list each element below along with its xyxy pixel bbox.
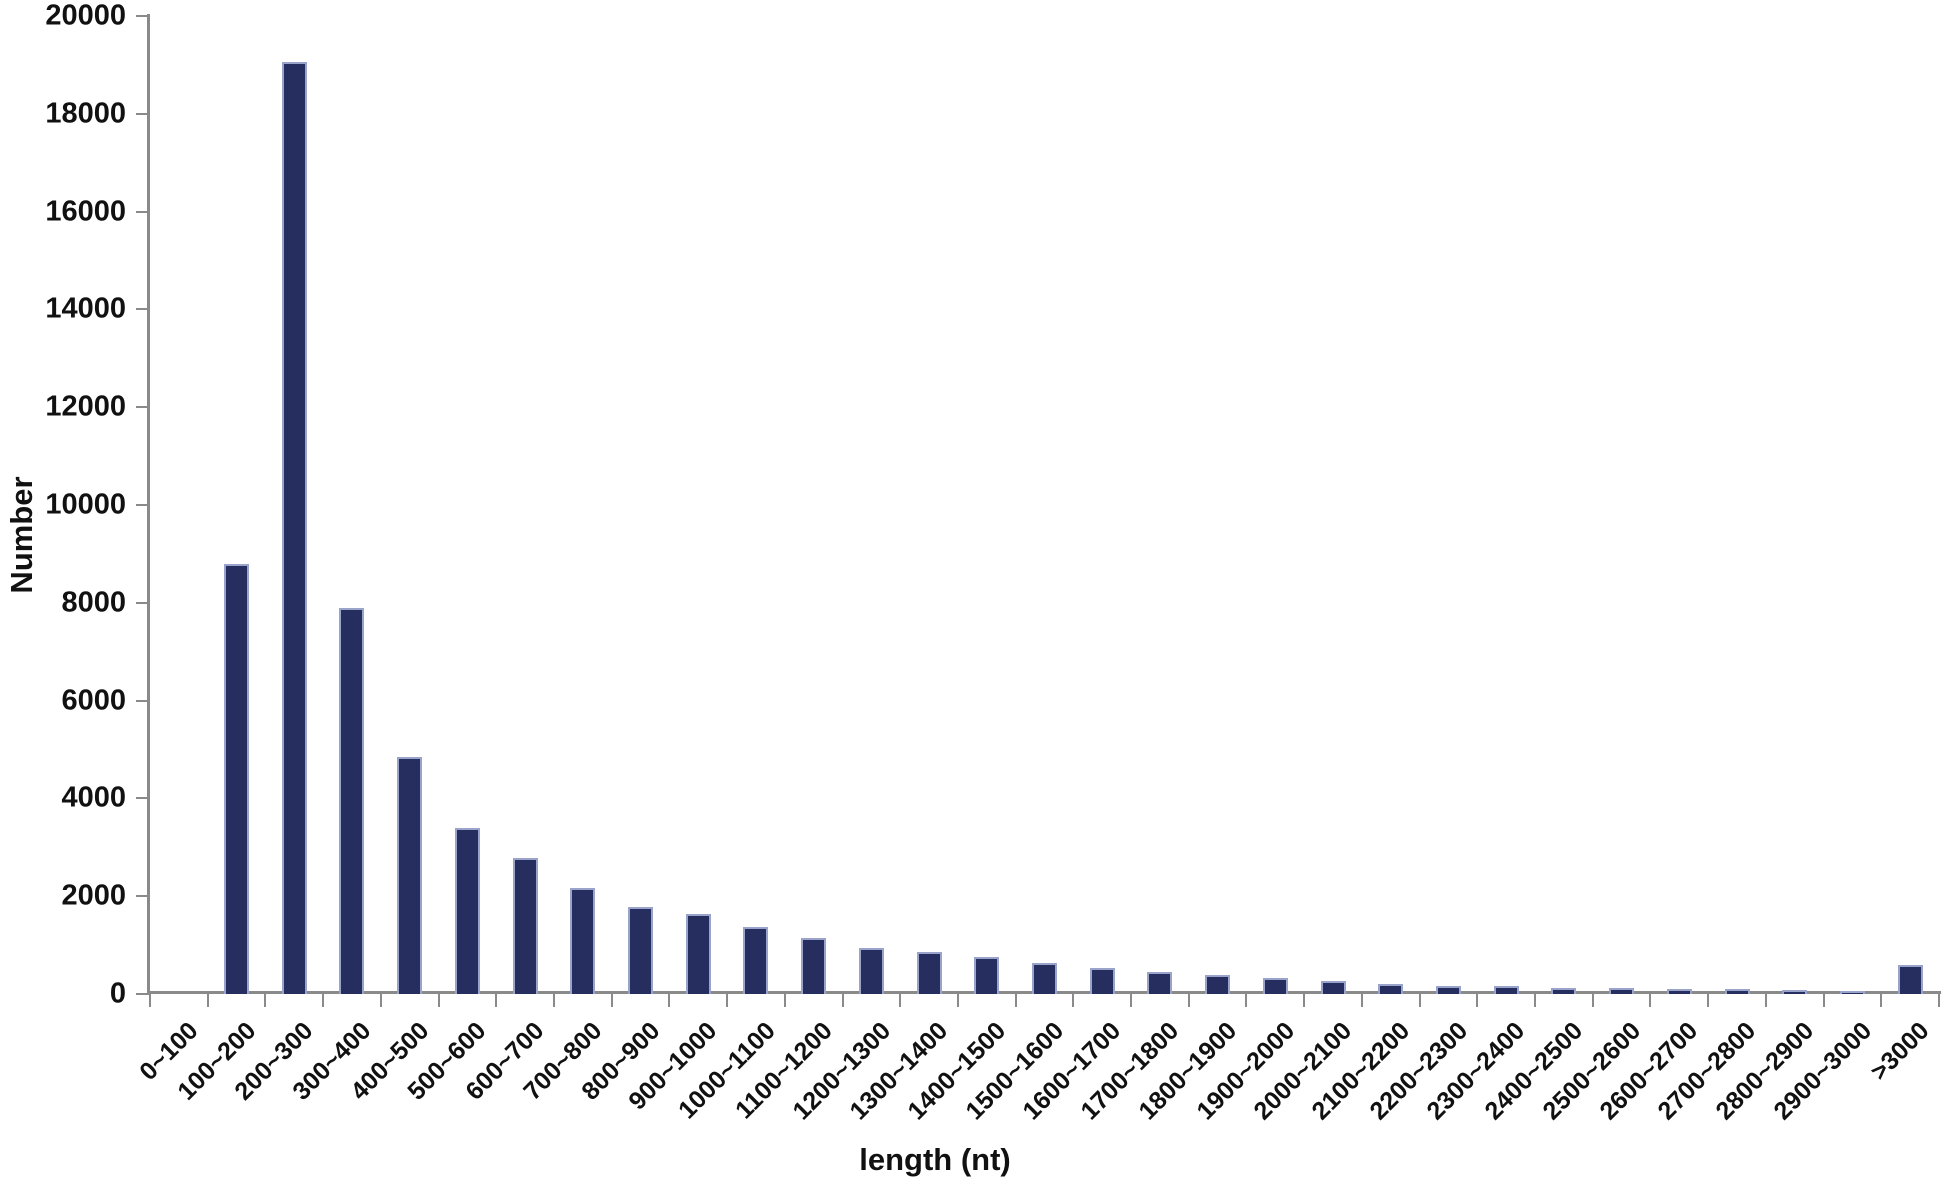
y-tick-label: 10000 bbox=[45, 488, 126, 521]
x-tick bbox=[552, 994, 555, 1007]
x-tick bbox=[495, 994, 498, 1007]
y-tick-label: 4000 bbox=[61, 781, 126, 814]
x-tick bbox=[1764, 994, 1767, 1007]
x-tick bbox=[668, 994, 671, 1007]
bar-1200~1300 bbox=[858, 947, 884, 994]
y-tick-label: 18000 bbox=[45, 97, 126, 130]
y-tick bbox=[136, 15, 150, 17]
bar-1600~1700 bbox=[1089, 968, 1115, 994]
x-tick bbox=[841, 994, 844, 1007]
bar-400~500 bbox=[397, 756, 423, 994]
bar-2600~2700 bbox=[1666, 989, 1692, 994]
x-tick bbox=[1649, 994, 1652, 1007]
y-tick bbox=[136, 699, 150, 702]
bar-600~700 bbox=[512, 857, 538, 994]
bar-1900~2000 bbox=[1262, 978, 1288, 994]
bar-1400~1500 bbox=[974, 957, 1000, 994]
y-tick-label: 6000 bbox=[61, 684, 126, 717]
bar-2200~2300 bbox=[1435, 985, 1461, 994]
x-axis-title: length (nt) bbox=[859, 1142, 1011, 1177]
bar-700~800 bbox=[570, 888, 596, 994]
bar-2100~2200 bbox=[1378, 983, 1404, 994]
x-tick bbox=[1072, 994, 1075, 1007]
y-tick bbox=[136, 406, 150, 409]
x-tick bbox=[1187, 994, 1190, 1007]
x-tick bbox=[783, 994, 786, 1007]
x-tick bbox=[1534, 994, 1537, 1007]
x-tick bbox=[264, 994, 267, 1007]
x-tick bbox=[1303, 994, 1306, 1007]
x-tick bbox=[956, 994, 959, 1007]
bar-1100~1200 bbox=[801, 938, 827, 994]
y-tick-label: 16000 bbox=[45, 195, 126, 228]
bar-2900~3000 bbox=[1839, 990, 1865, 994]
bar-200~300 bbox=[281, 62, 307, 994]
x-tick bbox=[322, 994, 325, 1007]
bar-1300~1400 bbox=[916, 951, 942, 994]
bar-2500~2600 bbox=[1609, 987, 1635, 994]
bar->3000 bbox=[1897, 964, 1923, 994]
y-tick-label: 8000 bbox=[61, 586, 126, 619]
y-tick bbox=[136, 993, 150, 995]
x-tick bbox=[1938, 994, 1940, 1007]
y-tick-label: 2000 bbox=[61, 879, 126, 912]
bar-1700~1800 bbox=[1147, 972, 1173, 994]
y-tick bbox=[136, 895, 150, 898]
x-tick bbox=[1707, 994, 1710, 1007]
y-tick bbox=[136, 112, 150, 115]
bar-2400~2500 bbox=[1551, 987, 1577, 994]
bar-500~600 bbox=[454, 828, 480, 994]
x-tick bbox=[379, 994, 382, 1007]
bar-100~200 bbox=[224, 563, 250, 994]
x-tick bbox=[149, 994, 151, 1007]
bar-1800~1900 bbox=[1205, 975, 1231, 994]
y-tick bbox=[136, 308, 150, 311]
y-tick bbox=[136, 504, 150, 506]
x-tick bbox=[1360, 994, 1363, 1007]
y-tick bbox=[136, 797, 150, 800]
x-tick bbox=[1130, 994, 1133, 1007]
x-tick bbox=[726, 994, 729, 1007]
bar-2000~2100 bbox=[1320, 980, 1346, 994]
y-tick bbox=[136, 210, 150, 213]
x-tick bbox=[1476, 994, 1479, 1007]
bar-2700~2800 bbox=[1724, 989, 1750, 994]
x-tick bbox=[1014, 994, 1017, 1007]
x-tick bbox=[1822, 994, 1825, 1007]
x-tick bbox=[1591, 994, 1594, 1007]
bar-900~1000 bbox=[685, 913, 711, 994]
plot-area bbox=[150, 16, 1939, 994]
x-tick-label: >3000 bbox=[1865, 1016, 1935, 1087]
x-tick bbox=[1880, 994, 1883, 1007]
y-tick-label: 12000 bbox=[45, 390, 126, 423]
y-tick-label: 14000 bbox=[45, 292, 126, 325]
y-tick bbox=[136, 601, 150, 604]
x-tick bbox=[610, 994, 613, 1007]
x-tick bbox=[899, 994, 902, 1007]
bar-1000~1100 bbox=[743, 927, 769, 994]
x-tick bbox=[437, 994, 440, 1007]
x-tick bbox=[206, 994, 209, 1007]
y-tick-label: 0 bbox=[109, 977, 126, 1010]
bar-2300~2400 bbox=[1493, 986, 1519, 994]
bar-300~400 bbox=[339, 607, 365, 994]
bar-2800~2900 bbox=[1782, 990, 1808, 994]
y-tick-label: 20000 bbox=[45, 0, 126, 32]
bar-1500~1600 bbox=[1032, 962, 1057, 994]
x-tick bbox=[1418, 994, 1421, 1007]
bar-800~900 bbox=[628, 907, 654, 994]
x-tick bbox=[1245, 994, 1248, 1007]
